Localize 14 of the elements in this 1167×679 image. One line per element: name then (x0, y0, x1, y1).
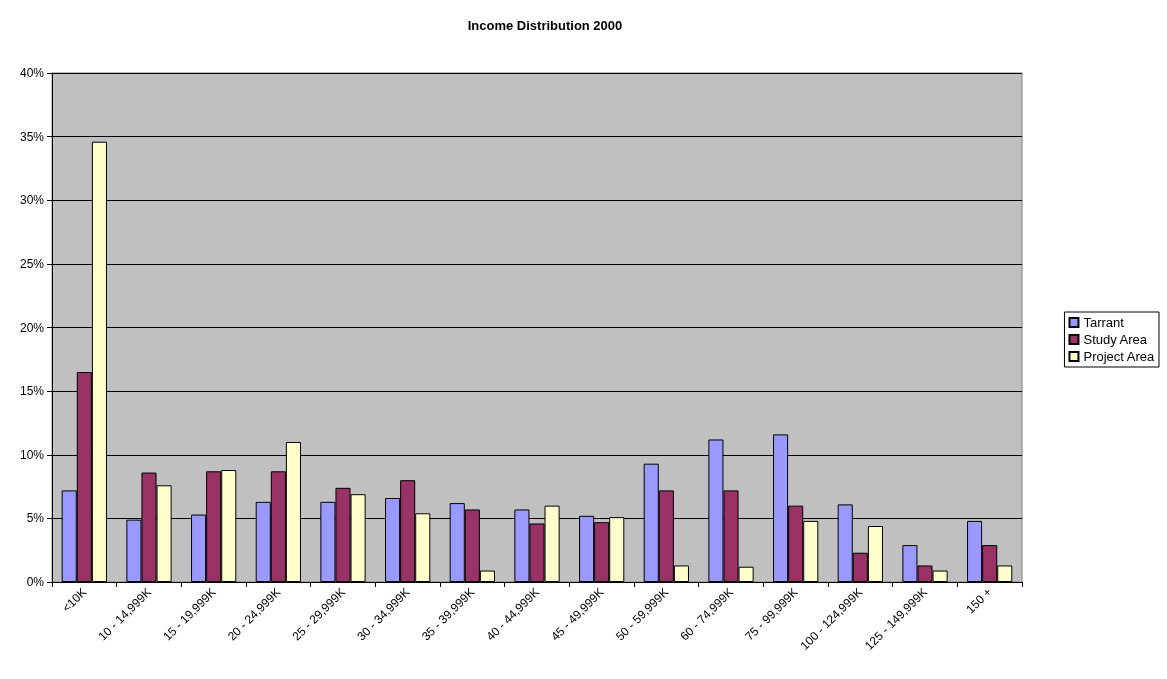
y-tick-label: 15% (19, 384, 45, 399)
legend-label: Project Area (1083, 349, 1156, 364)
x-tick-label: 150 + (963, 585, 995, 617)
y-tick-label: 20% (19, 320, 45, 335)
y-tick-label: 0% (26, 575, 45, 589)
y-tick-label: 30% (19, 193, 45, 208)
y-tick-label: 10% (19, 447, 45, 462)
legend-label: Tarrant (1083, 315, 1125, 330)
y-tick-label: 25% (19, 256, 45, 271)
legend-label: Study Area (1083, 332, 1148, 347)
y-tick-label: 35% (19, 129, 45, 144)
y-tick-label: 40% (19, 66, 45, 80)
y-tick-label: 5% (26, 511, 45, 526)
chart-title: Income Distribution 2000 (467, 18, 623, 33)
